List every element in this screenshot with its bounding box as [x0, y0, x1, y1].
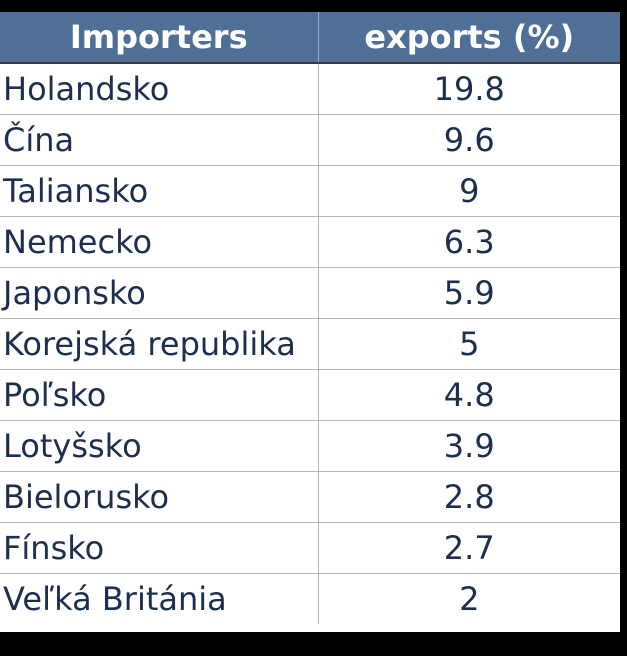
importer-cell: Lotyšsko [0, 420, 318, 472]
table-row: Korejská republika 5 [0, 318, 620, 370]
export-value-cell: 5.9 [317, 267, 620, 319]
table-body: Holandsko 19.8 Čína 9.6 Taliansko 9 Neme… [0, 62, 620, 624]
table-row: Čína 9.6 [0, 114, 620, 166]
export-value-cell: 6.3 [317, 216, 620, 268]
table-row: Fínsko 2.7 [0, 522, 620, 574]
importer-cell: Japonsko [0, 267, 318, 319]
importer-cell: Bielorusko [0, 471, 318, 523]
export-value-cell: 2.8 [317, 471, 620, 523]
export-value-cell: 4.8 [317, 369, 620, 421]
table-row: Bielorusko 2.8 [0, 471, 620, 523]
importer-cell: Nemecko [0, 216, 318, 268]
header-importers: Importers [0, 12, 318, 64]
exports-table-container: Importers exports (%) Holandsko 19.8 Čín… [0, 12, 620, 632]
header-exports: exports (%) [317, 12, 620, 64]
importer-cell: Holandsko [0, 62, 318, 115]
export-value-cell: 2 [317, 573, 620, 624]
table-row: Taliansko 9 [0, 165, 620, 217]
export-value-cell: 9.6 [317, 114, 620, 166]
export-value-cell: 19.8 [317, 62, 620, 115]
table-row: Nemecko 6.3 [0, 216, 620, 268]
table-row: Veľká Británia 2 [0, 573, 620, 624]
export-value-cell: 5 [317, 318, 620, 370]
export-value-cell: 3.9 [317, 420, 620, 472]
table-row: Lotyšsko 3.9 [0, 420, 620, 472]
export-value-cell: 9 [317, 165, 620, 217]
importer-cell: Čína [0, 114, 318, 166]
table-row: Japonsko 5.9 [0, 267, 620, 319]
importer-cell: Fínsko [0, 522, 318, 574]
importer-cell: Veľká Británia [0, 573, 318, 624]
table-row: Holandsko 19.8 [0, 62, 620, 115]
importer-cell: Poľsko [0, 369, 318, 421]
export-value-cell: 2.7 [317, 522, 620, 574]
exports-table: Importers exports (%) Holandsko 19.8 Čín… [0, 12, 620, 624]
importer-cell: Taliansko [0, 165, 318, 217]
table-row: Poľsko 4.8 [0, 369, 620, 421]
table-header-row: Importers exports (%) [0, 12, 620, 64]
importer-cell: Korejská republika [0, 318, 318, 370]
